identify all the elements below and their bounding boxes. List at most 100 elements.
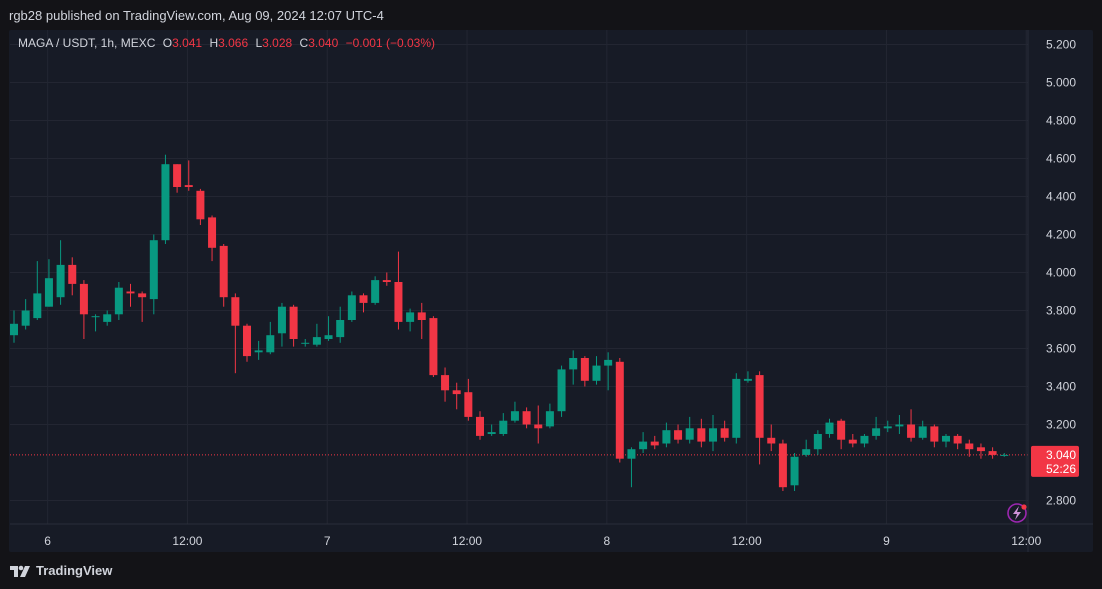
y-tick-label: 5.200 — [1046, 38, 1076, 52]
candle — [510, 401, 519, 423]
x-tick-label: 12:00 — [1011, 534, 1041, 548]
candle — [697, 418, 706, 448]
legend-low-label: L — [255, 36, 263, 50]
candle — [277, 302, 286, 347]
candle — [312, 323, 321, 347]
candle — [324, 316, 333, 341]
candle-body — [860, 435, 869, 444]
candle-body — [802, 449, 811, 455]
legend-high-label: H — [209, 36, 219, 50]
candle-body — [254, 350, 263, 353]
x-tick-label: 12:00 — [452, 534, 482, 548]
candle — [580, 356, 589, 387]
candle-body — [56, 264, 65, 298]
candle-body — [382, 280, 391, 282]
candle — [743, 371, 752, 383]
candle — [930, 424, 939, 448]
candle-body — [813, 434, 822, 450]
candle-body — [161, 164, 170, 241]
candle-body — [976, 447, 985, 452]
candle-body — [103, 314, 112, 322]
candle-body — [942, 435, 950, 442]
candle-body — [895, 424, 904, 427]
candle-body — [615, 361, 624, 459]
candle — [417, 302, 426, 339]
candle — [767, 424, 776, 452]
candle-body — [545, 411, 554, 427]
candle — [371, 276, 380, 305]
candle — [895, 415, 904, 434]
legend-high-value: 3.066 — [218, 36, 249, 50]
candle — [406, 308, 415, 332]
candle-body — [697, 428, 706, 442]
watermark-text: TradingView — [36, 563, 113, 578]
candle — [545, 403, 554, 429]
candle-body — [918, 426, 927, 438]
candle-body — [441, 375, 450, 391]
price-axis: 5.200 5.000 4.800 4.600 4.400 4.200 4.000 3.800… — [1027, 30, 1076, 552]
candle-body — [301, 342, 310, 344]
candle-body — [883, 426, 892, 429]
chart-area[interactable] — [9, 30, 1093, 552]
candle — [266, 321, 275, 355]
candle-body — [10, 323, 18, 336]
candle — [592, 356, 601, 385]
y-tick-label: 4.600 — [1046, 152, 1076, 166]
candle — [149, 234, 158, 315]
legend-open-label: O — [162, 36, 173, 50]
candle-body — [848, 439, 857, 444]
grid — [10, 30, 1028, 524]
y-tick-label: 4.800 — [1046, 114, 1076, 128]
candle-body — [312, 337, 321, 345]
candle — [243, 323, 251, 362]
candle-body — [184, 185, 193, 187]
candle — [650, 435, 659, 450]
y-tick-label: 4.000 — [1046, 266, 1076, 280]
candle-body — [33, 293, 42, 319]
candle-body — [953, 435, 962, 444]
candle-body — [371, 280, 380, 303]
candle-body — [639, 441, 648, 450]
candle — [1000, 453, 1009, 457]
legend-symbol: MAGA / USDT, 1h, MEXC — [18, 36, 156, 50]
candle — [837, 418, 846, 450]
candle-body — [219, 245, 228, 298]
candle — [976, 443, 985, 459]
candle-body — [452, 390, 461, 395]
candle-body — [604, 359, 613, 366]
candle-body — [930, 426, 939, 442]
candle — [44, 259, 53, 307]
candle-body — [324, 335, 333, 339]
candle-body — [476, 416, 484, 436]
legend-change: −0.001 (−0.03%) — [345, 36, 435, 50]
candle — [56, 240, 65, 305]
candle-body — [196, 190, 205, 220]
candle — [196, 188, 205, 225]
candle — [790, 453, 799, 491]
candle — [452, 382, 461, 410]
candle — [91, 314, 100, 332]
candle-body — [767, 437, 776, 444]
candle — [394, 251, 403, 330]
candle — [907, 409, 916, 442]
candle — [557, 365, 566, 417]
candle-body — [732, 378, 741, 438]
lightning-icon[interactable] — [1007, 503, 1027, 523]
y-tick-label: 3.200 — [1046, 418, 1076, 432]
candles — [10, 154, 1009, 491]
candle-body — [429, 318, 438, 376]
candle — [336, 306, 345, 343]
price-badge-box — [1031, 445, 1079, 477]
candle — [627, 447, 636, 488]
candle-body — [359, 295, 368, 303]
candle — [487, 424, 496, 436]
y-tick-label: 3.400 — [1046, 380, 1076, 394]
candle — [429, 316, 438, 377]
legend-close-label: C — [299, 36, 309, 50]
legend-open-value: 3.041 — [172, 36, 203, 50]
candle-body — [534, 424, 543, 429]
candle-body — [557, 369, 566, 412]
candle — [522, 407, 531, 429]
tradingview-logo-icon — [10, 565, 30, 577]
